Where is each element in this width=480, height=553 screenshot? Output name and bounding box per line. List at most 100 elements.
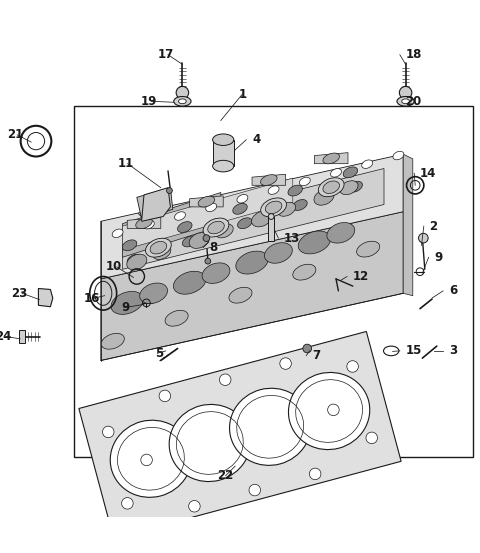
Text: 3: 3 [449,345,457,357]
Ellipse shape [323,181,339,194]
Ellipse shape [159,390,170,401]
Ellipse shape [366,432,377,444]
Ellipse shape [219,374,231,385]
Polygon shape [38,289,53,307]
Ellipse shape [205,258,211,264]
Ellipse shape [303,344,312,353]
Ellipse shape [323,153,339,164]
Text: 12: 12 [353,270,369,283]
Text: 13: 13 [284,232,300,244]
Ellipse shape [112,229,123,238]
Ellipse shape [261,198,287,217]
Ellipse shape [144,221,154,229]
Ellipse shape [237,195,248,203]
Polygon shape [252,174,286,185]
Ellipse shape [327,222,355,243]
Text: 18: 18 [406,48,422,61]
Ellipse shape [261,175,277,185]
Text: 23: 23 [12,287,28,300]
Bar [213,140,234,166]
Text: 10: 10 [106,260,122,273]
Ellipse shape [206,203,216,212]
Ellipse shape [140,283,168,304]
Text: 4: 4 [252,133,260,146]
Ellipse shape [288,185,302,196]
Text: 9: 9 [121,301,130,314]
Ellipse shape [189,233,209,248]
Ellipse shape [314,189,334,205]
Ellipse shape [236,251,268,274]
Ellipse shape [165,310,188,326]
Text: 16: 16 [84,291,100,305]
Ellipse shape [103,426,114,437]
Ellipse shape [176,86,189,99]
Ellipse shape [264,243,292,263]
Ellipse shape [402,99,409,104]
Bar [268,217,274,242]
Text: 17: 17 [157,48,174,61]
Ellipse shape [229,288,252,303]
Polygon shape [190,196,223,207]
Ellipse shape [328,404,339,416]
Polygon shape [122,178,293,250]
Ellipse shape [233,204,247,214]
Ellipse shape [397,97,414,106]
Ellipse shape [310,468,321,479]
Polygon shape [314,153,348,164]
Polygon shape [403,154,413,296]
Ellipse shape [127,254,142,265]
Text: 15: 15 [406,345,422,357]
Ellipse shape [174,97,191,106]
Ellipse shape [121,498,133,509]
Text: 21: 21 [7,128,23,142]
Ellipse shape [215,224,233,238]
Ellipse shape [340,181,358,195]
Ellipse shape [111,291,144,314]
Polygon shape [122,192,221,257]
Polygon shape [137,187,173,219]
Ellipse shape [300,177,310,186]
Ellipse shape [252,211,272,227]
Ellipse shape [268,213,274,220]
Ellipse shape [179,99,186,104]
Text: 8: 8 [209,241,217,254]
Ellipse shape [141,454,152,466]
Ellipse shape [110,420,192,497]
Ellipse shape [213,160,234,172]
Ellipse shape [238,218,252,228]
Text: 1: 1 [239,87,246,101]
Ellipse shape [213,134,234,145]
Ellipse shape [101,333,124,349]
Text: 2: 2 [430,220,438,233]
Ellipse shape [419,233,428,243]
Text: 5: 5 [155,347,163,360]
Ellipse shape [357,241,380,257]
Ellipse shape [136,218,152,228]
Text: 9: 9 [434,251,443,264]
Ellipse shape [268,186,279,194]
Text: 19: 19 [141,95,157,108]
Ellipse shape [189,500,200,512]
Ellipse shape [331,169,341,177]
Polygon shape [101,154,403,279]
Ellipse shape [288,373,370,450]
Ellipse shape [347,361,359,372]
Polygon shape [127,217,161,228]
Bar [19,330,25,343]
Ellipse shape [298,231,331,254]
Text: 14: 14 [420,167,436,180]
Ellipse shape [280,358,291,369]
Text: 24: 24 [0,330,12,343]
Ellipse shape [265,201,282,213]
Ellipse shape [169,404,251,482]
Ellipse shape [399,86,412,99]
Ellipse shape [348,181,362,192]
Ellipse shape [343,167,358,178]
Polygon shape [122,169,384,269]
Ellipse shape [318,178,344,197]
Ellipse shape [203,234,210,242]
Ellipse shape [173,272,206,294]
Text: 22: 22 [217,469,234,482]
Ellipse shape [393,152,404,160]
Polygon shape [142,187,170,221]
